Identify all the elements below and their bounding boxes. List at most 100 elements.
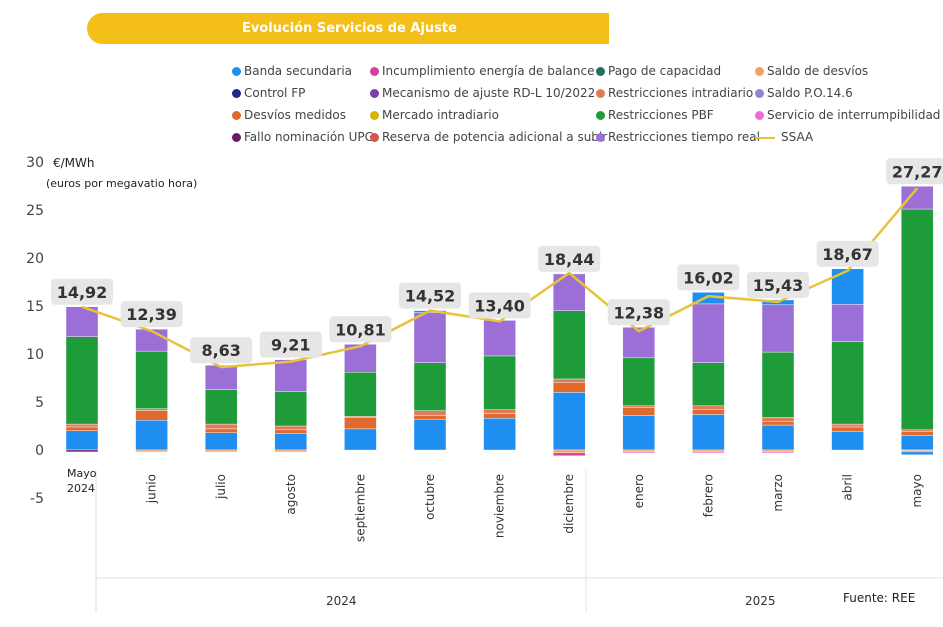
bar-segment-restricciones-pbf-0 xyxy=(65,336,99,425)
x-tick-label-marzo: marzo xyxy=(771,474,785,512)
bar-segment-restricciones-intradiario-8 xyxy=(622,405,655,408)
legend-swatch xyxy=(232,111,241,120)
legend-swatch xyxy=(596,133,605,142)
y-axis-unit: €/MWh xyxy=(53,156,95,170)
bar-segment-restricciones-pbf-11 xyxy=(831,341,864,425)
ssaa-value-label: 12,39 xyxy=(126,305,177,324)
bar-segment-restricciones-tiempo-real-11 xyxy=(831,304,864,342)
bar-segment-incumplimiento-energ-a-de-balance-8 xyxy=(622,451,655,454)
ssaa-label-bg xyxy=(259,331,322,358)
chart-title-banner: Evolución Servicios de Ajuste xyxy=(87,13,609,44)
legend-swatch xyxy=(232,67,241,76)
legend-label: Servicio de interrumpibilidad xyxy=(767,108,941,122)
bar-segment-restricciones-pbf-10 xyxy=(761,351,795,418)
bar-segment-saldo-de-desv-os-8 xyxy=(622,449,655,453)
bar-segment-restricciones-tiempo-real-10 xyxy=(761,304,795,353)
ssaa-value-label: 8,63 xyxy=(201,341,240,360)
ssaa-label-bg xyxy=(120,301,183,328)
x-tick-label-junio: junio xyxy=(145,474,159,504)
bar-segment-restricciones-pbf-2 xyxy=(204,389,238,425)
bar-segment-saldo-de-desv-os-3 xyxy=(274,449,307,453)
chart-title: Evolución Servicios de Ajuste xyxy=(242,21,457,36)
bar-segment-desv-os-medidos-6 xyxy=(483,413,516,419)
ssaa-value-label: 13,40 xyxy=(474,296,525,315)
bar-segment-incumplimiento-energ-a-de-balance-10 xyxy=(761,451,795,454)
bar-segment-banda-secundaria-7 xyxy=(553,392,586,451)
y-tick-label: 0 xyxy=(35,443,44,459)
legend-swatch xyxy=(370,133,379,142)
x-tick-label-abril: abril xyxy=(841,474,855,501)
x-tick-label-septiembre: septiembre xyxy=(353,474,367,542)
bar-segment-restricciones-intradiario-11 xyxy=(831,423,864,428)
bar-segment-restricciones-pbf-1 xyxy=(135,350,168,409)
ssaa-label-bg xyxy=(190,337,253,364)
ssaa-value-label: 10,81 xyxy=(335,320,386,339)
bar-segment-restricciones-pbf-12 xyxy=(901,208,934,431)
bar-segment-banda-secundaria-negativo--12 xyxy=(901,451,934,456)
bar-segment-desv-os-medidos-4 xyxy=(344,417,377,430)
legend-swatch xyxy=(755,89,764,98)
legend-label: Saldo de desvíos xyxy=(767,64,869,78)
y-tick-label: 10 xyxy=(26,347,44,363)
ssaa-label-bg xyxy=(886,158,943,185)
ssaa-label-bg xyxy=(51,278,113,305)
bar-segment-restricciones-pbf-9 xyxy=(692,362,725,407)
ssaa-label-bg xyxy=(399,282,461,309)
bar-segment-restricciones-pbf-7 xyxy=(553,310,586,380)
y-tick-label: 30 xyxy=(26,155,44,171)
bar-segment-fallo-nominaci-n-upg-0 xyxy=(65,449,99,453)
legend-swatch xyxy=(232,133,241,142)
bar-segment-restricciones-tiempo-real-12 xyxy=(901,186,934,210)
bar-segment-banda-secundaria-3 xyxy=(274,433,307,451)
x-tick-label-agosto: agosto xyxy=(284,474,298,515)
source-note: Fuente: REE xyxy=(843,591,916,605)
legend-label: Incumplimiento energía de balance xyxy=(382,64,595,78)
ssaa-label-bg xyxy=(677,264,740,291)
bar-segment-restricciones-intradiario-5 xyxy=(413,410,447,416)
bar-segment-desv-os-medidos-11 xyxy=(831,426,864,432)
ssaa-value-label: 18,44 xyxy=(544,250,595,269)
ssaa-value-label: 18,67 xyxy=(822,245,873,264)
x-tick-label-diciembre: diciembre xyxy=(562,474,576,534)
bar-segment-restricciones-tiempo-real-3 xyxy=(274,359,307,392)
legend-swatch xyxy=(370,89,379,98)
x-tick-label-mayo: mayo xyxy=(910,474,924,508)
legend-swatch xyxy=(755,111,764,120)
y-tick-label: -5 xyxy=(30,491,44,507)
x-tick-label-noviembre: noviembre xyxy=(493,474,507,538)
bar-segment-restricciones-intradiario-7 xyxy=(553,378,586,383)
ssaa-label-bg xyxy=(468,292,531,319)
y-axis-unit-description: (euros por megavatio hora) xyxy=(46,177,198,190)
bar-segment-incumplimiento-energ-a-de-balance-7 xyxy=(553,452,586,456)
bar-segment-banda-secundaria-5 xyxy=(413,419,447,451)
x-tick-label-octubre: octubre xyxy=(423,474,437,520)
ssaa-label-bg xyxy=(816,240,879,267)
bar-segment-banda-secundaria-4 xyxy=(344,428,377,451)
bar-segment-restricciones-pbf-4 xyxy=(344,372,377,417)
bar-segment-restricciones-intradiario-9 xyxy=(692,405,725,410)
bar-segment-restricciones-intradiario-10 xyxy=(761,417,795,422)
year-label-2024: 2024 xyxy=(326,594,357,608)
legend-label: Restricciones PBF xyxy=(608,108,714,122)
bar-segment-desv-os-medidos-8 xyxy=(622,407,655,416)
ssaa-label-bg xyxy=(607,299,670,326)
legend-swatch xyxy=(232,89,241,98)
bar-segment-saldo-de-desv-os-1 xyxy=(135,449,168,453)
bar-segment-banda-secundaria-10 xyxy=(761,424,795,451)
legend-label: Restricciones tiempo real xyxy=(608,130,760,144)
ssaa-label-bg xyxy=(747,271,809,298)
bar-segment-banda-secundaria-6 xyxy=(483,418,516,451)
legend-label: Fallo nominación UPG xyxy=(244,130,374,144)
x-tick-label-enero: enero xyxy=(632,474,646,508)
bar-segment-restricciones-pbf-8 xyxy=(622,357,655,407)
bar-segment-desv-os-medidos-5 xyxy=(413,415,447,420)
x-tick-label-febrero: febrero xyxy=(701,474,715,517)
y-tick-label: 15 xyxy=(26,299,44,315)
legend-swatch xyxy=(596,111,605,120)
bar-segment-desv-os-medidos-1 xyxy=(135,410,168,421)
ssaa-label-bg xyxy=(538,245,601,272)
bar-segment-banda-secundaria-1 xyxy=(135,420,168,451)
ssaa-value-label: 12,38 xyxy=(613,303,664,322)
bar-segment-restricciones-tiempo-real-6 xyxy=(483,320,516,357)
